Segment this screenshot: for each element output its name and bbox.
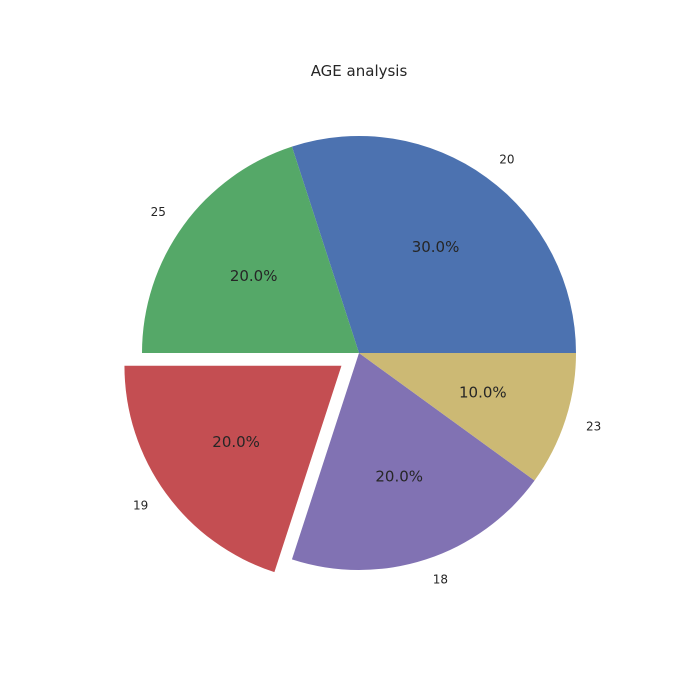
pie-labels: 20 30.0% 25 20.0% 19 20.0% 18 20.0% 23 10.0% — [133, 152, 601, 586]
pie-slices — [124, 136, 576, 573]
pie-slice-18 — [291, 353, 535, 570]
pie-slice-19 — [124, 365, 342, 573]
pie-slice-20 — [291, 136, 576, 353]
pie-slice-23 — [359, 353, 576, 481]
slice-label-19: 19 — [133, 499, 148, 513]
slice-label-23: 23 — [586, 419, 601, 433]
chart-title: AGE analysis — [311, 62, 408, 80]
slice-percent-19: 20.0% — [212, 433, 260, 451]
slice-percent-20: 30.0% — [412, 238, 460, 256]
slice-label-18: 18 — [433, 573, 448, 587]
slice-percent-23: 10.0% — [459, 384, 507, 402]
slice-label-20: 20 — [499, 152, 514, 166]
slice-label-25: 25 — [151, 205, 166, 219]
slice-percent-18: 20.0% — [375, 467, 423, 485]
pie-slice-25 — [142, 146, 359, 353]
slice-percent-25: 20.0% — [230, 267, 278, 285]
